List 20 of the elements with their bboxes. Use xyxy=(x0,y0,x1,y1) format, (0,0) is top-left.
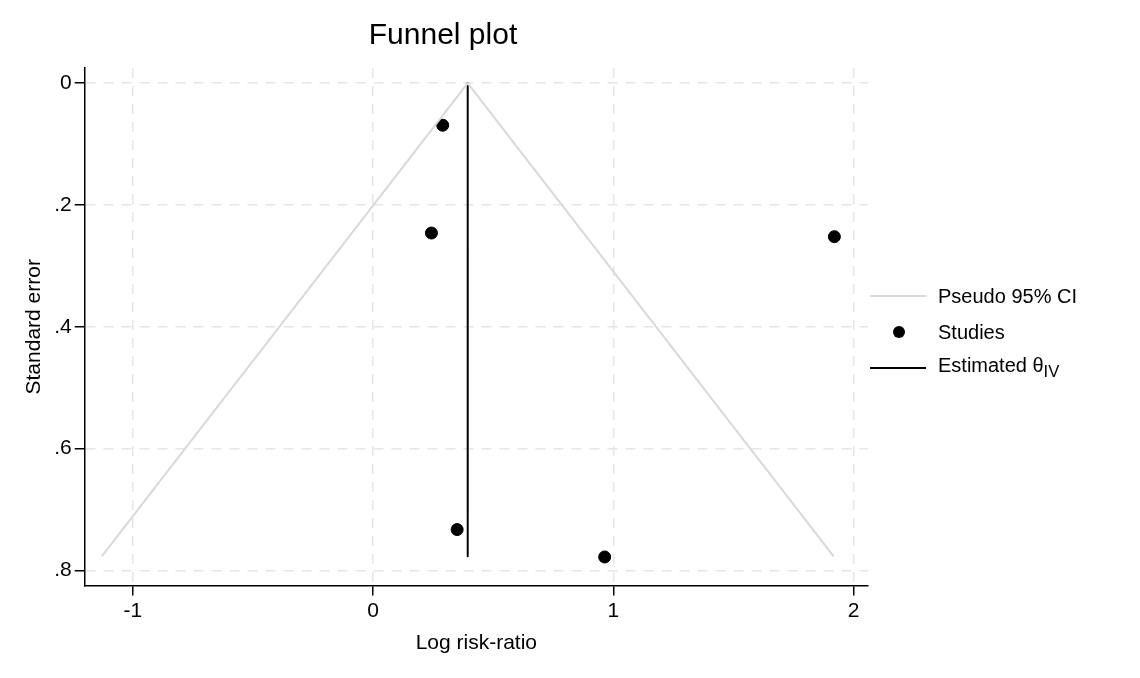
legend-label: Estimated θ$_{IV}$ xyxy=(938,354,1060,382)
y-tick-label: 0 xyxy=(60,70,72,94)
point xyxy=(598,550,612,564)
y-tick-label: .8 xyxy=(54,557,72,581)
y-tick-label: .4 xyxy=(54,313,73,337)
x-tick-label: 1 xyxy=(607,598,620,621)
point xyxy=(450,523,464,537)
y-tick-label: .2 xyxy=(54,191,72,215)
chart-title: Funnel plot xyxy=(368,17,518,51)
x-axis-title: Log risk-ratio xyxy=(415,630,538,654)
x-tick-label: 2 xyxy=(847,598,860,621)
legend-label: Studies xyxy=(938,320,1005,344)
x-tick-label: -1 xyxy=(123,598,143,621)
x-tick-label: 0 xyxy=(367,598,379,621)
point xyxy=(827,230,841,244)
y-tick-label: .6 xyxy=(54,435,72,459)
legend-label: Pseudo 95% CI xyxy=(938,284,1077,308)
y-axis-title: Standard error xyxy=(21,259,45,395)
point xyxy=(436,118,450,132)
point xyxy=(424,226,438,240)
